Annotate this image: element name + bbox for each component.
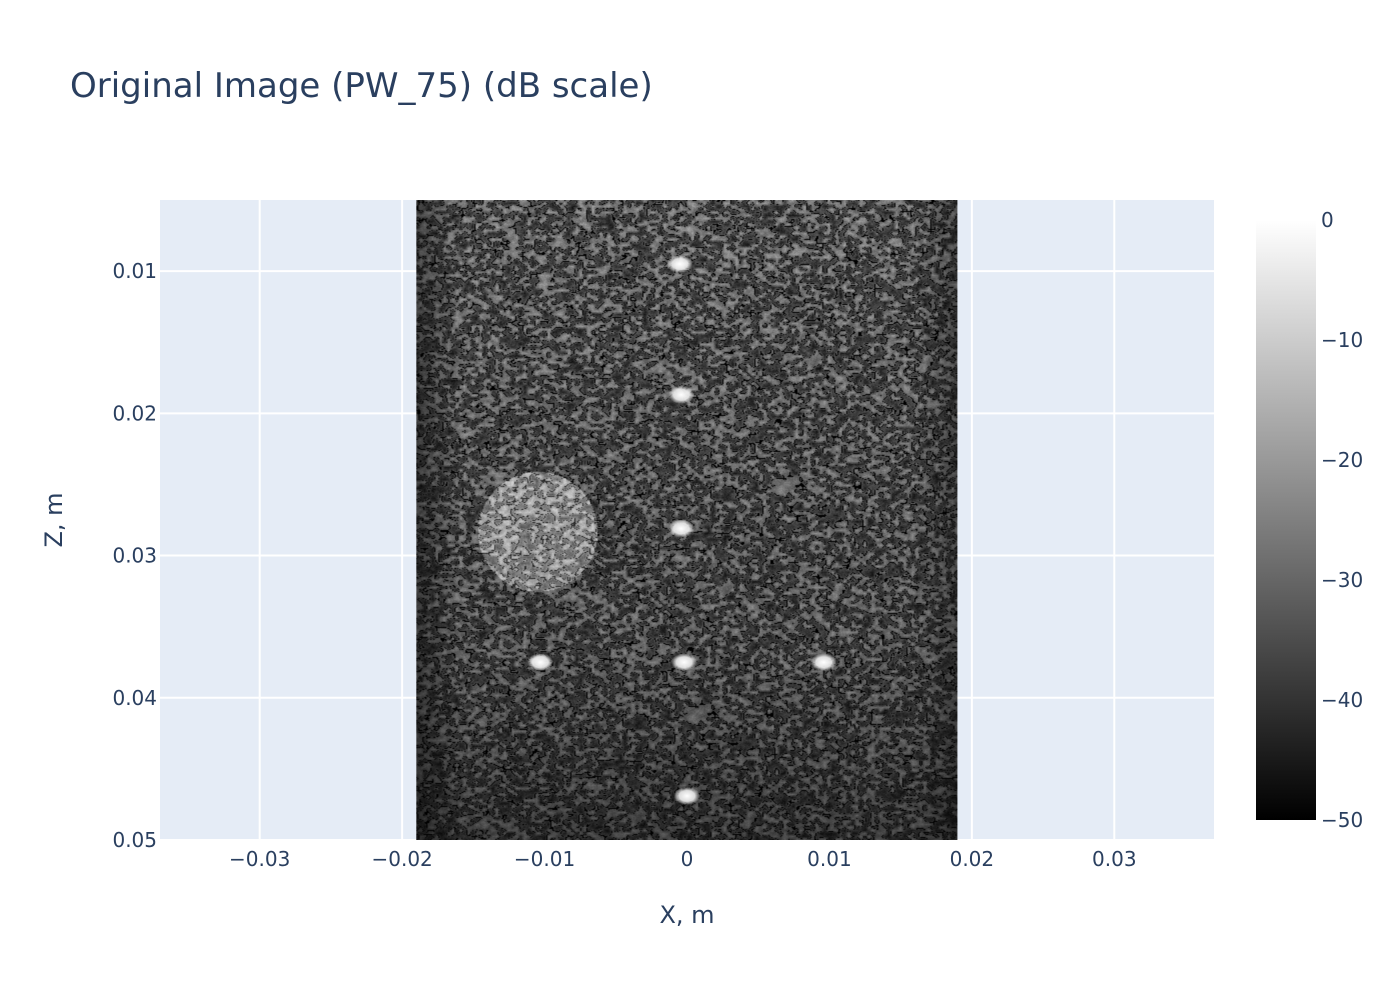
y-tick-label: 0.03 — [112, 544, 157, 568]
x-axis-title: X, m — [659, 901, 714, 929]
y-tick-label: 0.05 — [112, 828, 157, 852]
point-targets — [527, 255, 837, 805]
colorbar-tick-label: −30 — [1321, 568, 1363, 592]
x-tick-label: 0.01 — [807, 847, 852, 871]
colorbar-tick-label: −50 — [1321, 808, 1363, 832]
x-tick-label: 0.03 — [1092, 847, 1137, 871]
colorbar-tick-label: −20 — [1321, 448, 1363, 472]
y-axis-title: Z, m — [40, 492, 68, 547]
x-tick-label: 0 — [681, 847, 694, 871]
y-axis-ticks: 0.01 0.02 0.03 0.04 0.05 — [112, 259, 157, 852]
point-target — [810, 653, 837, 672]
chart-title: Original Image (PW_75) (dB scale) — [70, 66, 653, 106]
point-target — [527, 653, 554, 672]
x-axis-ticks: −0.03 −0.02 −0.01 0 0.01 0.02 0.03 — [229, 847, 1137, 871]
point-target — [668, 519, 695, 538]
point-target — [668, 385, 695, 404]
point-target — [666, 255, 693, 273]
x-tick-label: 0.02 — [950, 847, 995, 871]
y-tick-label: 0.01 — [112, 259, 157, 283]
x-tick-label: −0.01 — [514, 847, 575, 871]
x-tick-label: −0.02 — [371, 847, 432, 871]
edge-attenuation — [416, 200, 958, 840]
ultrasound-image — [416, 200, 958, 840]
colorbar-tick-label: −10 — [1321, 328, 1363, 352]
x-tick-label: −0.03 — [229, 847, 290, 871]
y-tick-label: 0.04 — [112, 686, 157, 710]
y-tick-label: 0.02 — [112, 401, 157, 425]
colorbar — [1256, 220, 1316, 820]
point-target — [671, 653, 698, 672]
colorbar-tick-label: 0 — [1321, 208, 1334, 232]
point-target — [674, 786, 700, 805]
colorbar-ticks: 0 −10 −20 −30 −40 −50 — [1321, 208, 1363, 832]
colorbar-tick-label: −40 — [1321, 688, 1363, 712]
